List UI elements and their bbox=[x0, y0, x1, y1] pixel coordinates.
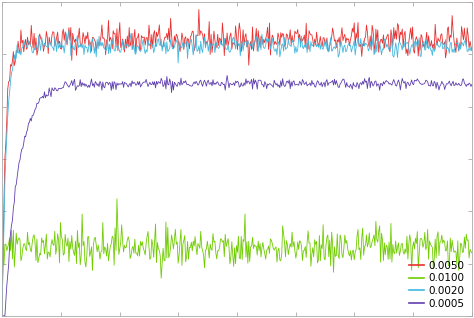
Legend: 0.0050, 0.0100, 0.0020, 0.0005: 0.0050, 0.0100, 0.0020, 0.0005 bbox=[407, 259, 467, 311]
